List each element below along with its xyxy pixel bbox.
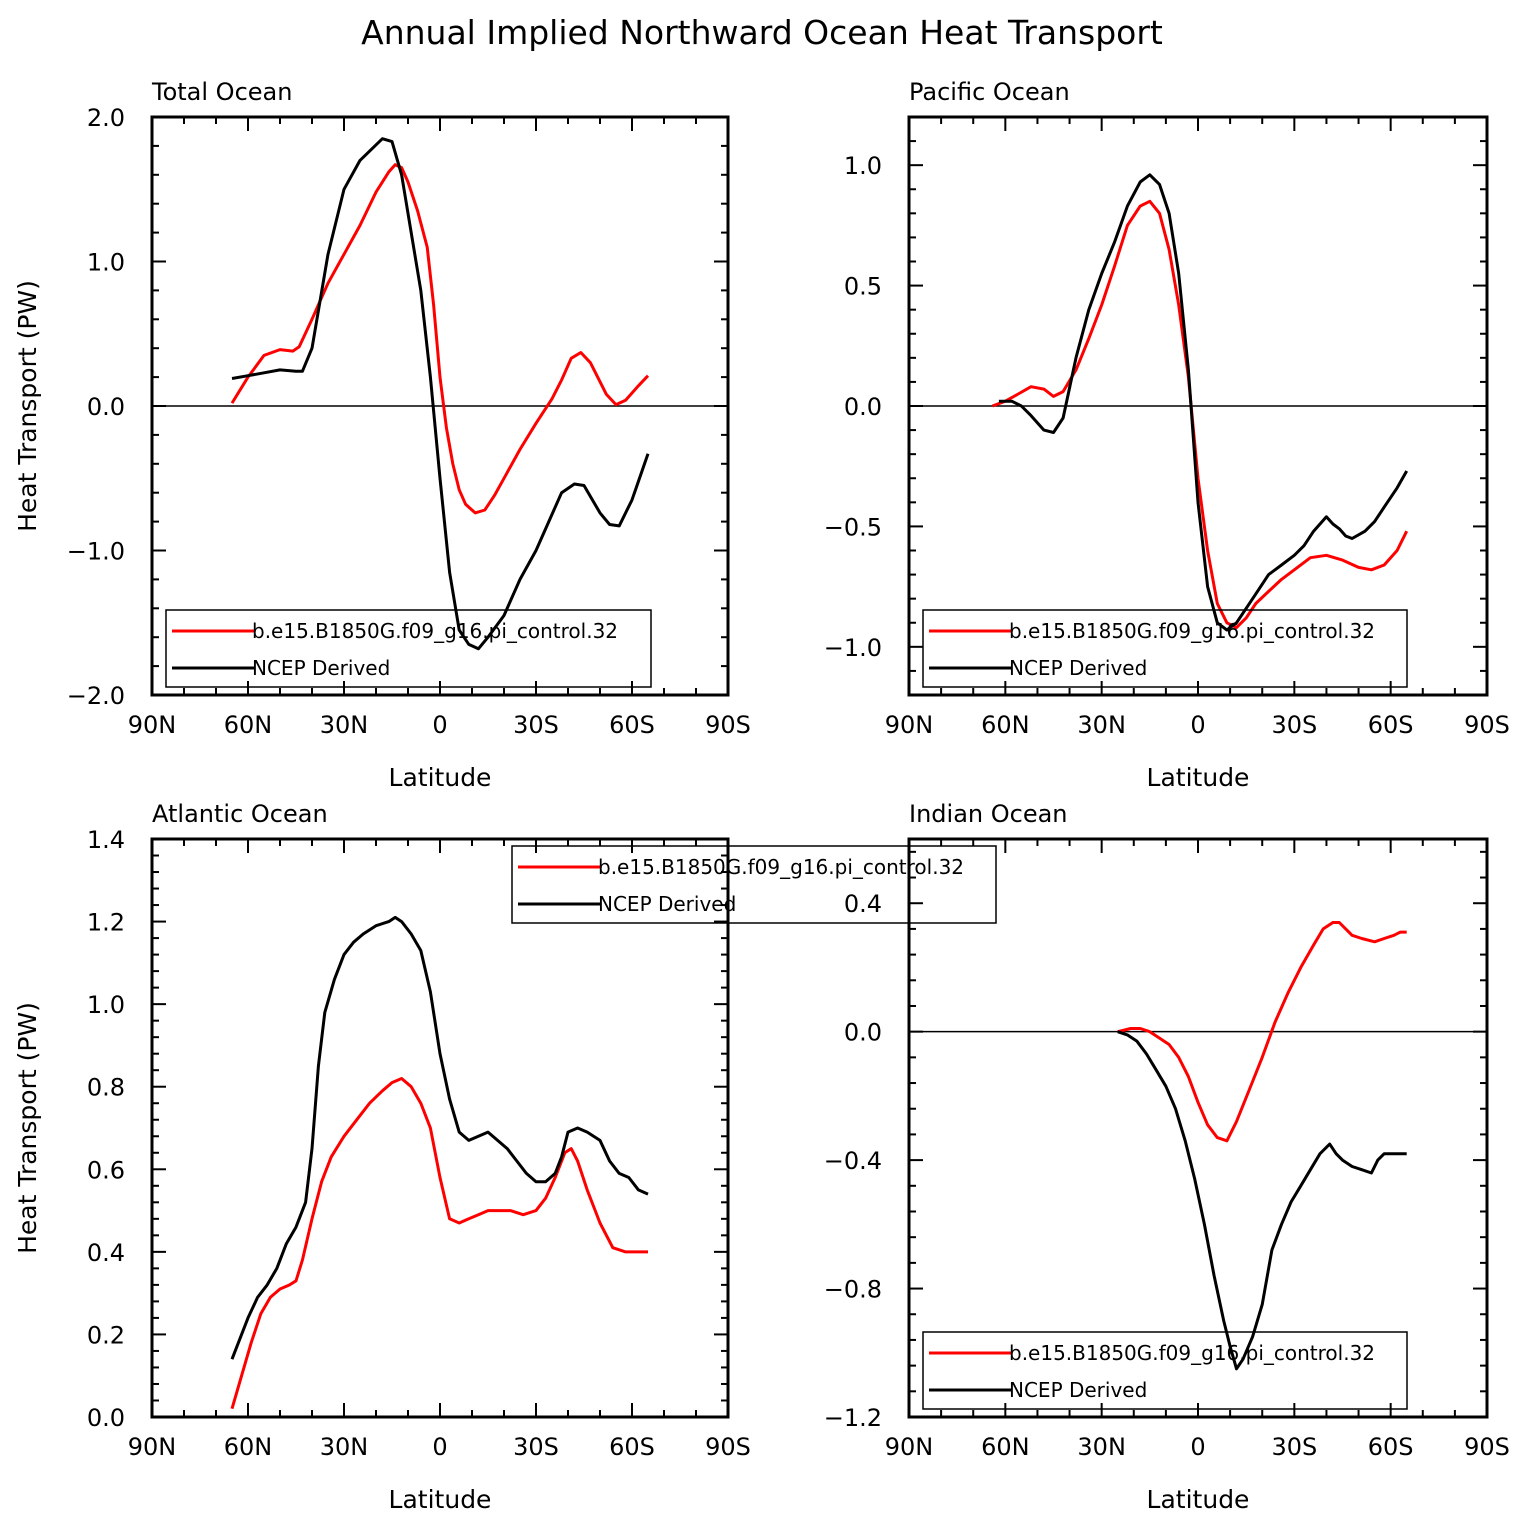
plot-frame [150, 837, 730, 1419]
y-tick-label: −2.0 [67, 682, 125, 710]
legend-label: b.e15.B1850G.f09_g16.pi_control.32 [252, 619, 618, 643]
legend: b.e15.B1850G.f09_g16.pi_control.32 NCEP D… [511, 845, 997, 924]
x-tick-label: 90S [705, 1433, 751, 1461]
x-tick-label: 30S [1271, 711, 1317, 739]
x-axis-label: Latitude [389, 1485, 492, 1514]
series-line-ncep [231, 137, 650, 651]
legend-label: NCEP Derived [598, 892, 736, 916]
y-tick-label: 0.0 [87, 393, 125, 421]
x-tick-label: 60S [609, 1433, 655, 1461]
series-line-ncep [998, 173, 1409, 632]
series-line-ncep [1117, 1030, 1407, 1371]
x-tick-label: 30N [320, 1433, 369, 1461]
x-tick-label: 30S [513, 1433, 559, 1461]
x-tick-label: 60N [981, 711, 1030, 739]
legend-label: NCEP Derived [252, 656, 390, 680]
x-axis-label: Latitude [1147, 1485, 1250, 1514]
y-tick-label: 2.0 [87, 104, 125, 132]
y-axis-label: Heat Transport (PW) [13, 1002, 42, 1254]
figure-title: Annual Implied Northward Ocean Heat Tran… [361, 13, 1163, 52]
legend: b.e15.B1850G.f09_g16.pi_control.32 NCEP D… [165, 609, 652, 688]
y-tick-label: 0.6 [87, 1156, 125, 1184]
x-tick-label: 60S [1368, 1433, 1414, 1461]
y-tick-label: 1.0 [87, 991, 125, 1019]
y-tick-label: 0.0 [844, 393, 882, 421]
series-line-model [1117, 921, 1407, 1143]
x-tick-label: 60S [1368, 711, 1414, 739]
legend: b.e15.B1850G.f09_g16.pi_control.32 NCEP D… [922, 1331, 1408, 1410]
x-tick-label: 30N [1077, 1433, 1126, 1461]
x-tick-label: 60N [224, 1433, 273, 1461]
legend-label: NCEP Derived [1009, 656, 1147, 680]
panel-indian-ocean: Indian Ocean 90N 60N 30N 0 30S 60S 90S −1.2 −0.8 −… [824, 800, 1510, 1514]
x-tick-label: 30N [1077, 711, 1126, 739]
series-line-model [230, 163, 650, 515]
panel-title: Atlantic Ocean [152, 800, 328, 828]
y-tick-label: 1.0 [844, 152, 882, 180]
x-tick-label: 90N [128, 1433, 177, 1461]
y-tick-label: −1.0 [67, 538, 125, 566]
x-tick-label: 0 [432, 1433, 447, 1461]
plot-frame [907, 837, 1489, 1419]
legend-label: b.e15.B1850G.f09_g16.pi_control.32 [1009, 619, 1375, 643]
x-axis-label: Latitude [1147, 763, 1250, 792]
legend-box [922, 609, 1408, 688]
x-tick-label: 90N [128, 711, 177, 739]
x-tick-label: 0 [1190, 1433, 1205, 1461]
legend-box [922, 1331, 1408, 1410]
panel-pacific-ocean: Pacific Ocean 90N 60N 30N 0 30S 60S 90S −1.0 −0.5… [824, 78, 1510, 792]
y-tick-label: 1.4 [87, 826, 125, 854]
y-tick-label: 0.0 [87, 1404, 125, 1432]
y-tick-label: −0.4 [824, 1147, 882, 1175]
x-tick-label: 90S [1464, 1433, 1510, 1461]
x-tick-label: 30N [320, 711, 369, 739]
y-tick-label: 0.4 [87, 1239, 125, 1267]
x-tick-label: 60N [981, 1433, 1030, 1461]
x-tick-label: 30S [1271, 1433, 1317, 1461]
y-tick-label: 0.8 [87, 1074, 125, 1102]
x-tick-label: 30S [513, 711, 559, 739]
panel-title: Indian Ocean [909, 800, 1068, 828]
panel-atlantic-ocean: Atlantic Ocean 90N 60N 30N 0 30S 60S 90S 0.0 0.2 0… [13, 800, 997, 1514]
y-tick-label: 0.2 [87, 1321, 125, 1349]
panel-title: Pacific Ocean [909, 78, 1070, 106]
legend: b.e15.B1850G.f09_g16.pi_control.32 NCEP D… [922, 609, 1408, 688]
panel-title: Total Ocean [151, 78, 292, 106]
series-line-model [991, 199, 1409, 630]
legend-box [165, 609, 652, 688]
y-tick-label: −1.2 [824, 1404, 882, 1432]
x-tick-label: 90S [1464, 711, 1510, 739]
y-tick-label: 1.0 [87, 249, 125, 277]
legend-label: b.e15.B1850G.f09_g16.pi_control.32 [598, 855, 964, 879]
panels: Total Ocean 90N 60N 30N 0 30S 60S 90S −2.0 −1.0 0.… [13, 78, 1510, 1514]
y-tick-label: 1.2 [87, 909, 125, 937]
legend-label: NCEP Derived [1009, 1378, 1147, 1402]
panel-total-ocean: Total Ocean 90N 60N 30N 0 30S 60S 90S −2.0 −1.0 0.… [13, 78, 751, 792]
y-axis-label: Heat Transport (PW) [13, 280, 42, 532]
series-line-model [230, 1077, 648, 1410]
y-tick-label: 0.5 [844, 273, 882, 301]
y-tick-label: −1.0 [824, 634, 882, 662]
legend-box [511, 845, 997, 924]
x-tick-label: 90S [705, 711, 751, 739]
y-tick-label: 0.0 [844, 1019, 882, 1047]
series-line-ncep [230, 915, 649, 1360]
x-tick-label: 0 [1190, 711, 1205, 739]
y-tick-label: −0.8 [824, 1276, 882, 1304]
x-tick-label: 90N [885, 1433, 934, 1461]
legend-label: b.e15.B1850G.f09_g16.pi_control.32 [1009, 1341, 1375, 1365]
y-tick-label: −0.5 [824, 513, 882, 541]
x-tick-label: 60N [224, 711, 273, 739]
x-tick-label: 60S [609, 711, 655, 739]
x-tick-label: 90N [885, 711, 934, 739]
x-tick-label: 0 [432, 711, 447, 739]
x-axis-label: Latitude [389, 763, 492, 792]
y-tick-label: 0.4 [844, 890, 882, 918]
